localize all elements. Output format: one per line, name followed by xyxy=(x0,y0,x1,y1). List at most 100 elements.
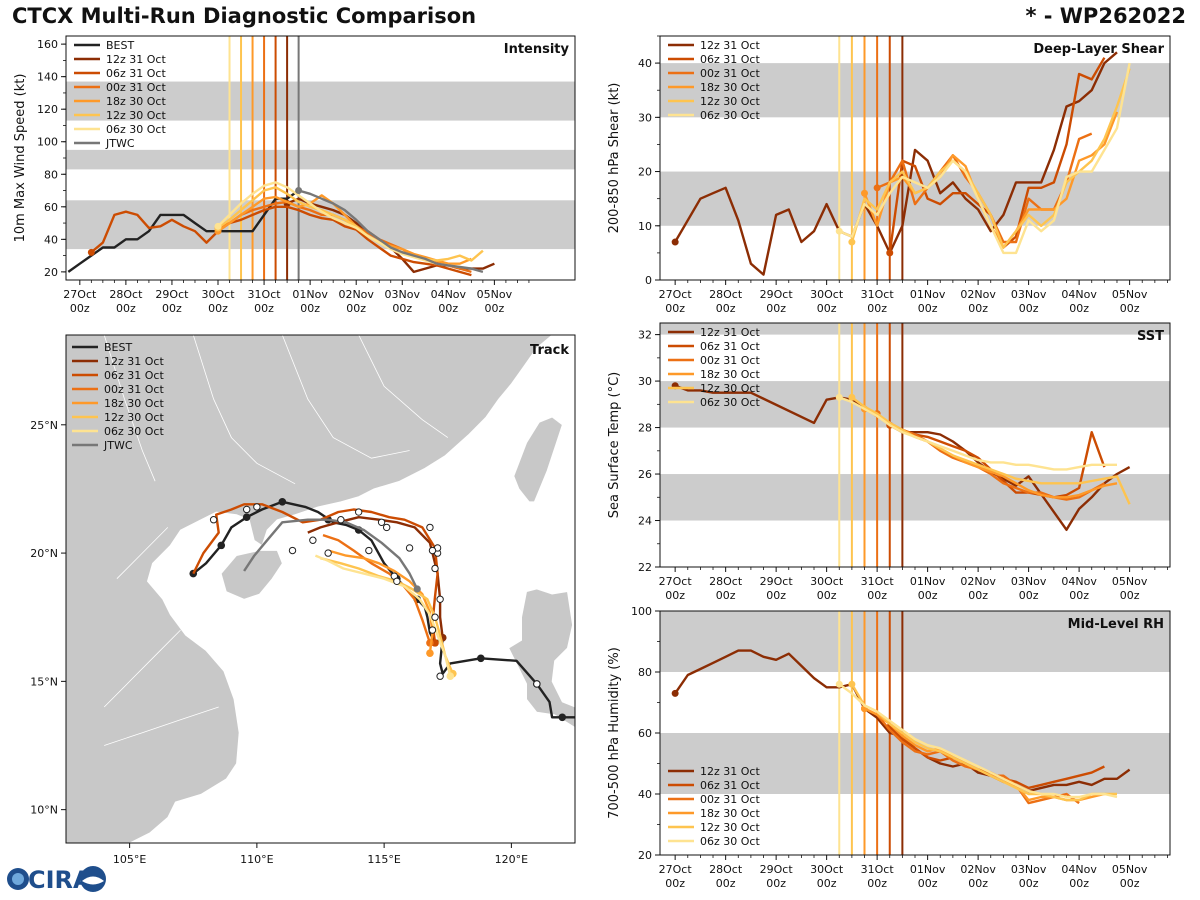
intensity-legend-label-7: JTWC xyxy=(105,137,135,150)
track-series-4 xyxy=(327,549,434,654)
sst-xtick-label: 01Nov xyxy=(910,575,946,588)
track-title: Track xyxy=(530,343,569,358)
sst-xtick-label: 00z xyxy=(817,589,837,602)
track-open-marker-1 xyxy=(428,626,437,634)
track-ytick-label: 15°N xyxy=(30,675,58,688)
shear-series-start-3 xyxy=(861,189,869,197)
track-ytick-label: 10°N xyxy=(30,804,58,817)
rh-xtick-label: 04Nov xyxy=(1061,863,1097,876)
track-open-marker-13 xyxy=(377,518,386,526)
track-best-dot-8 xyxy=(242,513,251,521)
sst-ytick-label: 24 xyxy=(638,515,652,528)
rh-panel: 2040608010027Oct00z28Oct00z29Oct00z30Oct… xyxy=(607,605,1171,890)
intensity-xtick-label: 00z xyxy=(392,302,412,315)
intensity-legend-label-2: 06z 31 Oct xyxy=(106,67,166,80)
track-ytick-label: 25°N xyxy=(30,419,58,432)
intensity-series-5 xyxy=(217,186,484,262)
sst-xtick-label: 05Nov xyxy=(1112,575,1148,588)
sst-ytick-label: 26 xyxy=(638,468,652,481)
intensity-ytick-label: 120 xyxy=(37,103,58,116)
sst-title: SST xyxy=(1137,329,1164,344)
sst-plot-area xyxy=(660,323,1170,567)
rh-xtick-label: 30Oct xyxy=(810,863,844,876)
rh-series-5 xyxy=(838,683,1118,799)
intensity-band-0 xyxy=(66,200,575,250)
shear-series-start-4 xyxy=(848,238,856,246)
rh-legend-label-2: 00z 31 Oct xyxy=(700,793,760,806)
rh-legend-label-3: 18z 30 Oct xyxy=(700,807,760,820)
sst-series-start-4 xyxy=(848,393,856,401)
rh-xtick-label: 27Oct xyxy=(659,863,693,876)
sst-series-2 xyxy=(876,412,1105,501)
rh-xtick-label: 02Nov xyxy=(960,863,996,876)
sst-xtick-label: 29Oct xyxy=(760,575,794,588)
shear-series-start-1 xyxy=(886,249,894,257)
track-open-marker-7 xyxy=(428,546,437,555)
shear-ytick-label: 10 xyxy=(638,220,652,233)
intensity-plot-area xyxy=(66,36,575,280)
rh-xtick-label: 00z xyxy=(817,877,837,890)
rh-xtick-label: 00z xyxy=(716,877,736,890)
sst-legend-label-3: 18z 30 Oct xyxy=(700,368,760,381)
intensity-ytick-label: 80 xyxy=(44,168,58,181)
shear-band-1 xyxy=(660,63,1170,118)
rh-ylabel: 700-500 hPa Humidity (%) xyxy=(607,647,622,819)
rh-series-2 xyxy=(863,707,1080,805)
intensity-xtick-label: 28Oct xyxy=(109,288,143,301)
shear-series-start-2 xyxy=(873,184,881,192)
shear-ytick-label: 30 xyxy=(638,111,652,124)
shear-xtick-label: 00z xyxy=(918,302,938,315)
intensity-jtwc-start xyxy=(295,187,303,195)
track-border-3 xyxy=(358,335,449,438)
intensity-xtick-label: 01Nov xyxy=(292,288,328,301)
sst-xtick-label: 04Nov xyxy=(1061,575,1097,588)
track-series-6 xyxy=(314,554,452,677)
sst-band-2 xyxy=(660,323,1170,335)
intensity-xtick-label: 27Oct xyxy=(63,288,97,301)
track-series-start-6 xyxy=(446,672,455,681)
rh-xtick-label: 05Nov xyxy=(1112,863,1148,876)
intensity-panel: 2040608010012014016027Oct00z28Oct00z29Oc… xyxy=(13,35,576,315)
intensity-ytick-label: 40 xyxy=(44,233,58,246)
intensity-xtick-label: 00z xyxy=(300,302,320,315)
track-open-marker-11 xyxy=(393,577,401,586)
track-border-2 xyxy=(281,335,410,459)
shear-xtick-label: 00z xyxy=(766,302,786,315)
track-series-2 xyxy=(192,503,439,644)
sst-legend-label-2: 00z 31 Oct xyxy=(700,354,760,367)
track-jtwc-start xyxy=(413,585,421,593)
sst-legend-label-5: 06z 30 Oct xyxy=(700,396,760,409)
intensity-band-2 xyxy=(66,81,575,121)
shear-xtick-label: 01Nov xyxy=(910,288,946,301)
intensity-title: Intensity xyxy=(504,42,570,57)
rh-xtick-label: 00z xyxy=(1019,877,1039,890)
track-best-dot-9 xyxy=(217,541,226,550)
sst-xtick-label: 28Oct xyxy=(709,575,743,588)
sst-series-0 xyxy=(674,384,1131,531)
rh-xtick-label: 00z xyxy=(1120,877,1140,890)
rh-series-start-5 xyxy=(835,680,843,688)
track-border-5 xyxy=(103,629,181,708)
track-ytick-label: 20°N xyxy=(30,547,58,560)
shear-series-start-5 xyxy=(835,227,843,235)
shear-xtick-label: 30Oct xyxy=(810,288,844,301)
track-best-dot-11 xyxy=(558,713,567,722)
sst-xtick-label: 00z xyxy=(766,589,786,602)
track-land-3 xyxy=(508,588,575,728)
track-open-marker-23 xyxy=(533,680,541,688)
shear-ytick-label: 20 xyxy=(638,166,652,179)
sst-xtick-label: 00z xyxy=(665,589,685,602)
rh-series-4 xyxy=(850,683,1117,802)
intensity-xtick-label: 00z xyxy=(162,302,182,315)
rh-ytick-label: 100 xyxy=(631,605,652,618)
intensity-xtick-label: 31Oct xyxy=(248,288,282,301)
intensity-xtick-label: 00z xyxy=(484,302,504,315)
shear-xtick-label: 29Oct xyxy=(760,288,794,301)
sst-xtick-label: 30Oct xyxy=(810,575,844,588)
shear-xtick-label: 00z xyxy=(817,302,837,315)
intensity-legend-label-0: BEST xyxy=(106,39,134,52)
shear-series-5 xyxy=(838,62,1131,255)
